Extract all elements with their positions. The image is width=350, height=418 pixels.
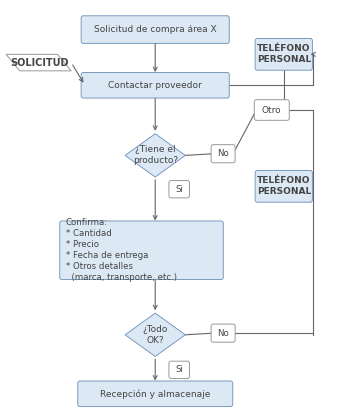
Text: Si: Si <box>175 185 183 194</box>
FancyBboxPatch shape <box>255 171 313 202</box>
Polygon shape <box>6 54 71 71</box>
Polygon shape <box>125 134 185 177</box>
FancyBboxPatch shape <box>81 72 229 98</box>
Text: ¿Todo
OK?: ¿Todo OK? <box>142 325 168 345</box>
Text: Recepción y almacenaje: Recepción y almacenaje <box>100 389 210 398</box>
Text: Solicitud de compra área X: Solicitud de compra área X <box>94 25 217 34</box>
Text: TELÉFONO
PERSONAL: TELÉFONO PERSONAL <box>257 176 311 196</box>
FancyBboxPatch shape <box>254 100 289 120</box>
Text: ¿Tiene el
producto?: ¿Tiene el producto? <box>133 145 178 166</box>
Text: Confirma:
* Cantidad
* Precio
* Fecha de entrega
* Otros detalles
  (marca, tran: Confirma: * Cantidad * Precio * Fecha de… <box>66 218 177 283</box>
FancyBboxPatch shape <box>169 181 189 198</box>
FancyBboxPatch shape <box>255 38 313 70</box>
FancyBboxPatch shape <box>81 16 229 43</box>
Text: No: No <box>217 149 229 158</box>
Text: TELÉFONO
PERSONAL: TELÉFONO PERSONAL <box>257 44 311 64</box>
FancyBboxPatch shape <box>211 324 235 342</box>
Text: Contactar proveedor: Contactar proveedor <box>108 81 202 90</box>
Text: Si: Si <box>175 365 183 375</box>
Text: SOLICITUD: SOLICITUD <box>10 58 69 68</box>
FancyBboxPatch shape <box>169 361 189 379</box>
Text: No: No <box>217 329 229 338</box>
Text: Otro: Otro <box>262 105 282 115</box>
FancyBboxPatch shape <box>60 221 223 280</box>
FancyBboxPatch shape <box>78 381 233 407</box>
FancyBboxPatch shape <box>211 145 235 163</box>
Polygon shape <box>125 313 185 357</box>
